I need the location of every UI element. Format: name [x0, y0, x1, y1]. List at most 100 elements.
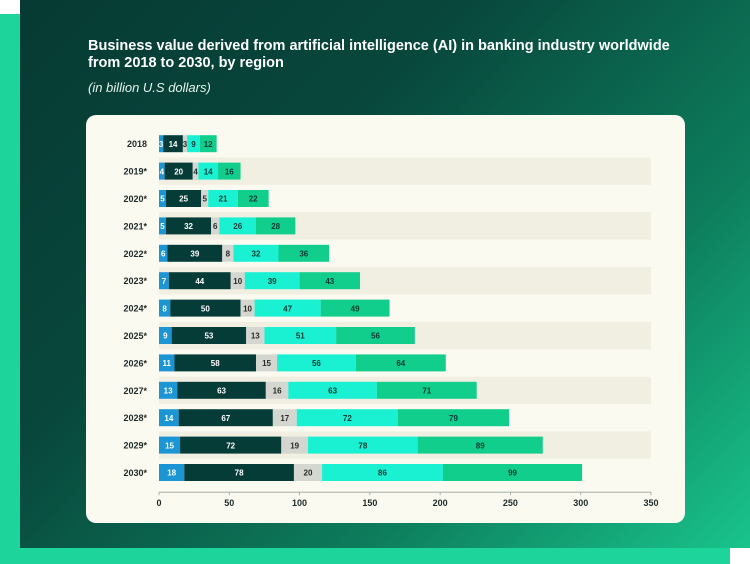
bar-segment [265, 381, 289, 399]
data-label: 17 [280, 414, 289, 423]
x-tick-label: 350 [643, 498, 658, 508]
bar-segment [166, 217, 212, 235]
data-label: 14 [204, 167, 213, 176]
data-label: 12 [204, 140, 213, 149]
bar-segment [255, 217, 296, 235]
data-label: 58 [211, 359, 220, 368]
category-label: 2018 [127, 139, 147, 149]
data-label: 50 [201, 304, 210, 313]
data-label: 39 [268, 277, 277, 286]
data-label: 10 [233, 277, 242, 286]
data-label: 6 [213, 222, 218, 231]
x-tick-label: 200 [433, 498, 448, 508]
bar-segment [187, 135, 200, 153]
bar-segment [222, 244, 234, 262]
x-tick-label: 50 [224, 498, 234, 508]
data-label: 32 [252, 250, 261, 259]
bar-segment [159, 464, 185, 481]
bar-segment [397, 409, 510, 427]
category-label: 2029* [123, 441, 147, 451]
bar-segment [355, 354, 446, 372]
bar-segment [159, 244, 168, 262]
bar-segment [281, 436, 309, 454]
bar-segment [159, 272, 169, 290]
row-stripe [159, 157, 651, 185]
bar-segment [211, 217, 220, 235]
data-label: 51 [296, 332, 305, 341]
category-label: 2028* [123, 413, 147, 423]
bar-segment [159, 299, 171, 317]
bar-segment [417, 436, 543, 454]
data-label: 16 [225, 167, 234, 176]
data-label: 19 [290, 441, 299, 450]
data-label: 20 [174, 167, 183, 176]
x-tick-label: 100 [292, 498, 307, 508]
data-label: 63 [328, 387, 337, 396]
bar-segment [336, 327, 415, 344]
data-label: 32 [184, 222, 193, 231]
data-label: 43 [325, 277, 334, 286]
data-label: 16 [273, 387, 282, 396]
bar-segment [192, 162, 199, 180]
category-label: 2023* [123, 276, 147, 286]
bar-segment [296, 409, 398, 427]
data-label: 63 [217, 387, 226, 396]
data-label: 14 [164, 414, 173, 423]
bar-segment [219, 217, 256, 235]
data-label: 4 [160, 167, 165, 176]
data-label: 20 [304, 469, 313, 478]
data-label: 9 [191, 140, 196, 149]
data-label: 71 [422, 387, 431, 396]
bar-segment [170, 299, 241, 317]
data-label: 47 [283, 304, 292, 313]
data-label: 5 [202, 195, 207, 204]
bar-segment [240, 299, 255, 317]
bar-segment [376, 381, 477, 399]
data-label: 79 [449, 414, 458, 423]
data-label: 78 [235, 469, 244, 478]
data-label: 56 [371, 332, 380, 341]
category-label: 2022* [123, 249, 147, 259]
data-label: 15 [262, 359, 271, 368]
bar-segment [255, 354, 278, 372]
data-label: 11 [162, 359, 171, 368]
data-label: 99 [508, 469, 517, 478]
bar-segment [159, 409, 179, 427]
data-label: 86 [378, 469, 387, 478]
bar-segment [320, 299, 390, 317]
bar-segment [237, 190, 269, 207]
data-label: 49 [351, 304, 360, 313]
bar-segment [218, 162, 241, 180]
data-label: 89 [476, 441, 485, 450]
category-label: 2020* [123, 194, 147, 204]
bar-segment [199, 135, 217, 153]
bar-segment [278, 244, 330, 262]
bar-segment [230, 272, 245, 290]
data-label: 7 [162, 277, 167, 286]
data-label: 72 [343, 414, 352, 423]
bar-segment [198, 162, 219, 180]
bar-segment [254, 299, 321, 317]
chart-title: Business value derived from artificial i… [88, 38, 670, 71]
data-label: 36 [299, 250, 308, 259]
bar-segment [159, 217, 167, 235]
bar-segment [233, 244, 279, 262]
bar-segment [244, 272, 300, 290]
category-label: 2021* [123, 221, 147, 231]
x-tick-label: 150 [362, 498, 377, 508]
bar-segment [322, 464, 443, 481]
bar-segment [246, 327, 265, 344]
data-label: 18 [167, 469, 176, 478]
bar-segment [159, 327, 172, 344]
data-label: 72 [226, 441, 235, 450]
category-label: 2027* [123, 386, 147, 396]
bar-segment [184, 464, 294, 481]
bar-segment [159, 135, 164, 153]
data-label: 3 [183, 140, 188, 149]
data-label: 3 [159, 140, 164, 149]
data-label: 67 [221, 414, 230, 423]
bar-segment [180, 436, 282, 454]
data-label: 14 [169, 140, 178, 149]
bar-segment [159, 354, 175, 372]
